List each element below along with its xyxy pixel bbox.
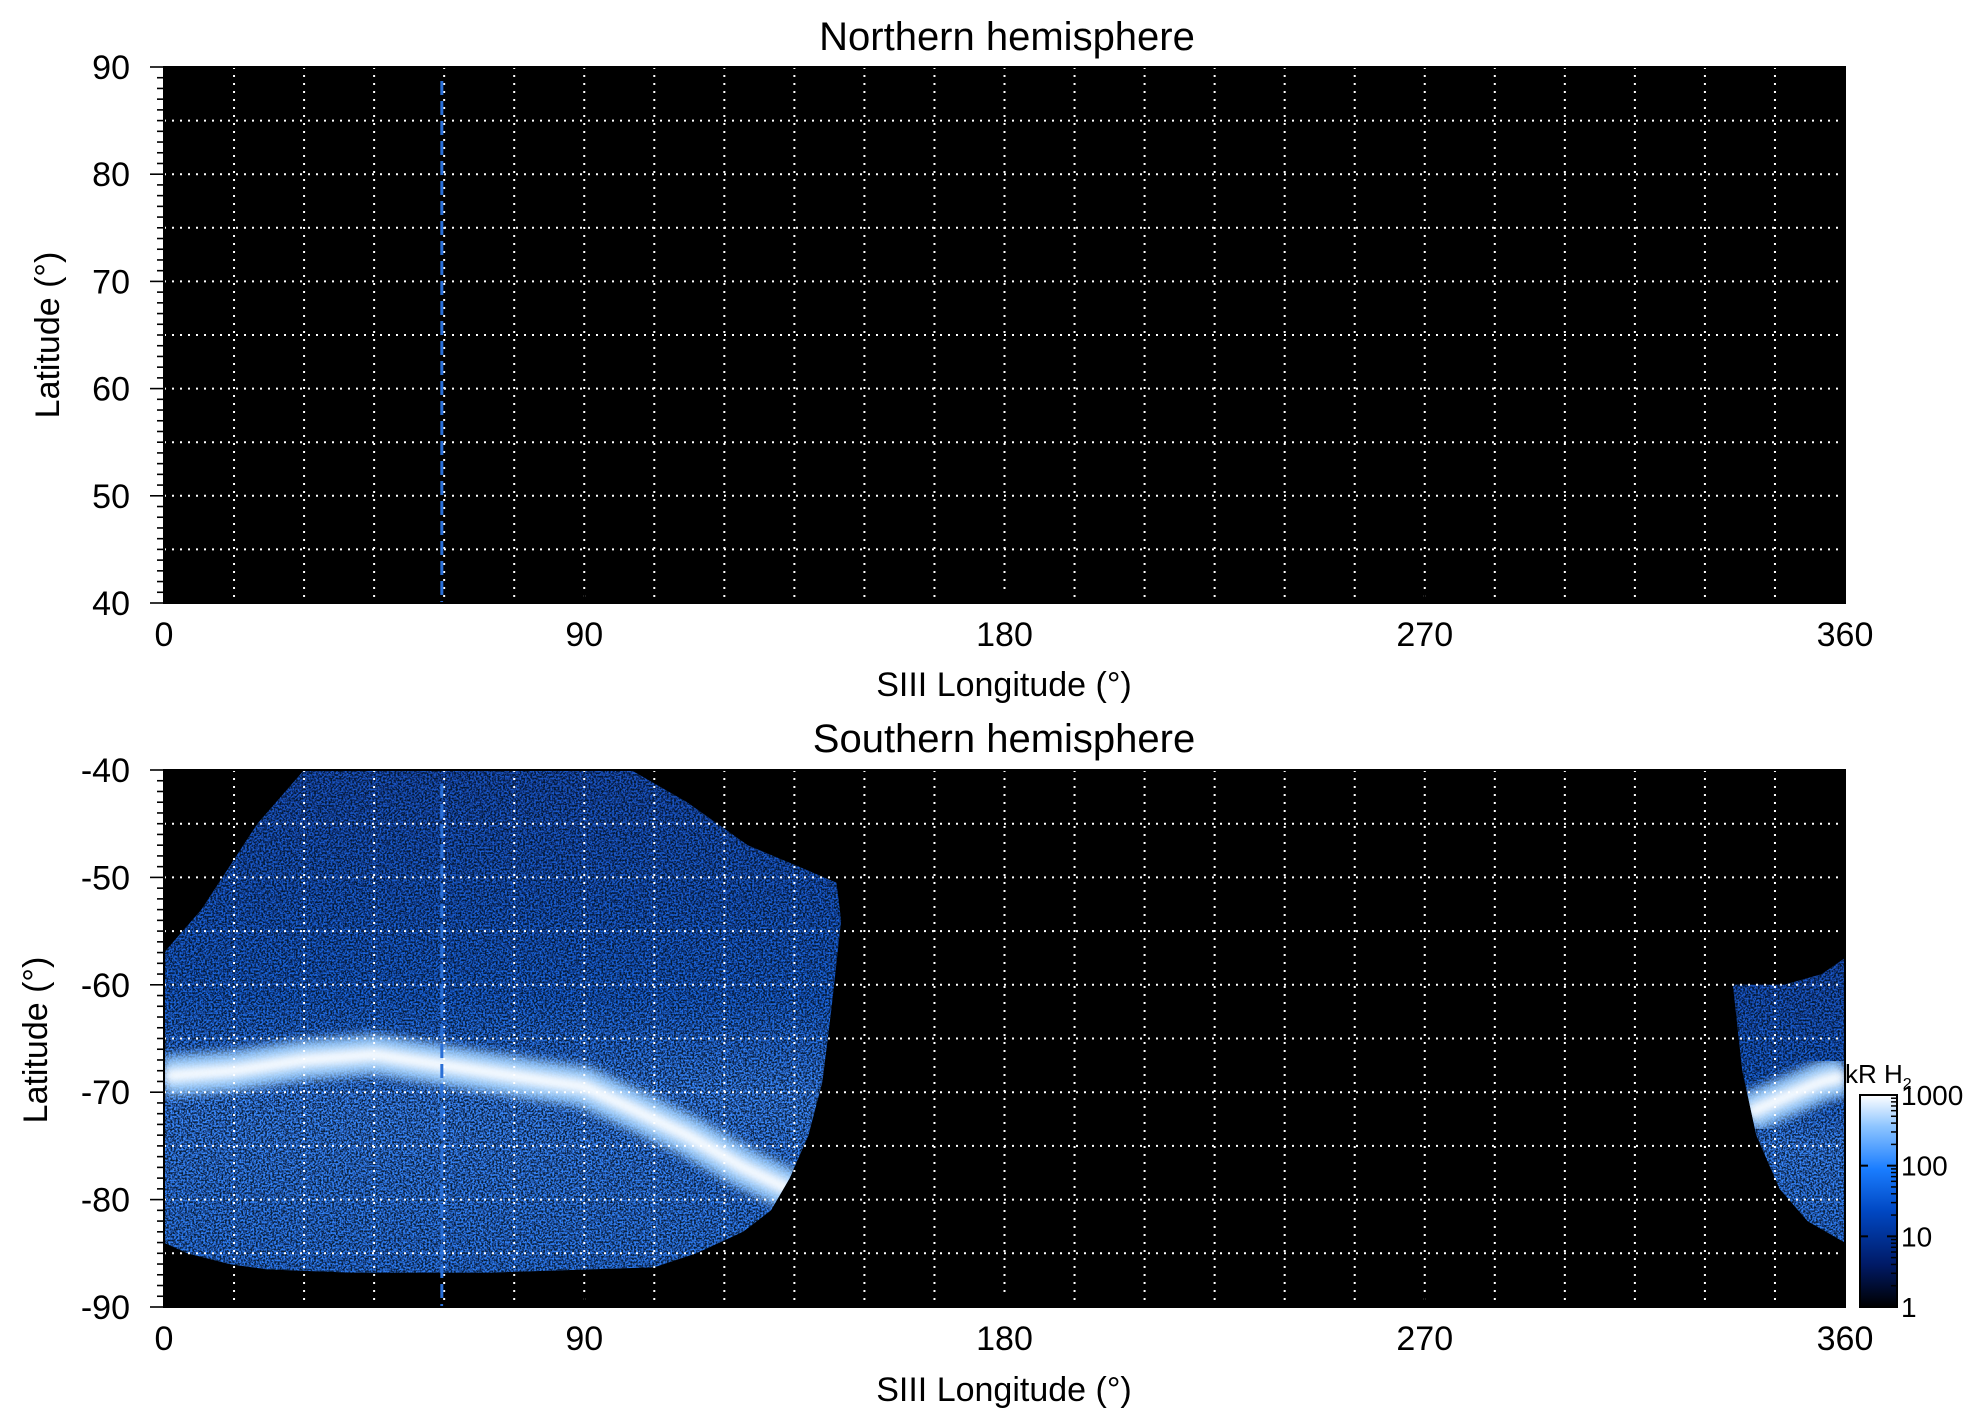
panel-northern-hemisphere: Northern hemisphere 0 90 180 270 360 40 50 60 70… — [29, 15, 1873, 704]
south-auroral-oval-0 — [164, 1034, 808, 1213]
north-x-tick-label: 90 — [565, 616, 603, 654]
colorbar-ticks: 1000 100 10 1 — [1860, 1080, 1963, 1323]
south-x-tick-label: 360 — [1817, 1320, 1874, 1358]
north-y-tick-label: 70 — [92, 263, 130, 301]
north-grid — [164, 67, 1845, 603]
north-x-axis-title: SIII Longitude (°) — [876, 666, 1132, 704]
south-grid — [164, 770, 1845, 1307]
north-y-tick-label: 80 — [92, 156, 130, 194]
colorbar-tick-label: 10 — [1901, 1221, 1932, 1252]
colorbar: kR H2 1000 100 10 1 — [1845, 1059, 1963, 1323]
south-x-tick-label: 90 — [565, 1320, 603, 1358]
south-y-tick-label: -50 — [81, 859, 130, 897]
north-x-tick-label: 360 — [1817, 616, 1874, 654]
south-y-tick-label: -70 — [81, 1074, 130, 1112]
south-y-tick-label: -40 — [81, 752, 130, 790]
south-x-axis-title: SIII Longitude (°) — [876, 1371, 1132, 1409]
colorbar-tick-label: 1 — [1901, 1292, 1917, 1323]
south-y-tick-label: -80 — [81, 1182, 130, 1220]
north-y-tick-label: 60 — [92, 371, 130, 409]
north-axes: 0 90 180 270 360 40 50 60 70 80 90 — [92, 49, 1873, 654]
colorbar-gradient — [1859, 1094, 1898, 1308]
south-axes: 0 90 180 270 360 -90 -80 -70 -60 -50 -40 — [81, 752, 1874, 1358]
north-title: Northern hemisphere — [819, 15, 1195, 59]
south-x-tick-label: 270 — [1396, 1320, 1453, 1358]
south-x-tick-label: 180 — [976, 1320, 1033, 1358]
south-title: Southern hemisphere — [813, 717, 1195, 761]
north-x-tick-label: 0 — [155, 616, 174, 654]
south-y-tick-label: -90 — [81, 1289, 130, 1327]
colorbar-unit-label: kR H2 — [1845, 1059, 1912, 1093]
south-auroral-oval-1 — [1738, 1056, 1845, 1133]
north-y-tick-label: 50 — [92, 478, 130, 516]
north-x-tick-label: 270 — [1396, 616, 1453, 654]
south-emission-layer — [164, 770, 1845, 1273]
south-emission-noise-0 — [164, 770, 842, 1273]
north-y-tick-label: 90 — [92, 49, 130, 87]
north-y-tick-label: 40 — [92, 585, 130, 623]
south-y-axis-title: Latitude (°) — [17, 957, 55, 1124]
panel-southern-hemisphere: Southern hemisphere 0 90 180 270 360 -90 -80 -7… — [17, 717, 1963, 1409]
north-x-tick-label: 180 — [976, 616, 1033, 654]
north-y-axis-title: Latitude (°) — [29, 252, 67, 419]
south-y-tick-label: -60 — [81, 967, 130, 1005]
south-x-tick-label: 0 — [155, 1320, 174, 1358]
colorbar-tick-label: 1000 — [1901, 1080, 1963, 1111]
colorbar-tick-label: 100 — [1901, 1151, 1948, 1182]
